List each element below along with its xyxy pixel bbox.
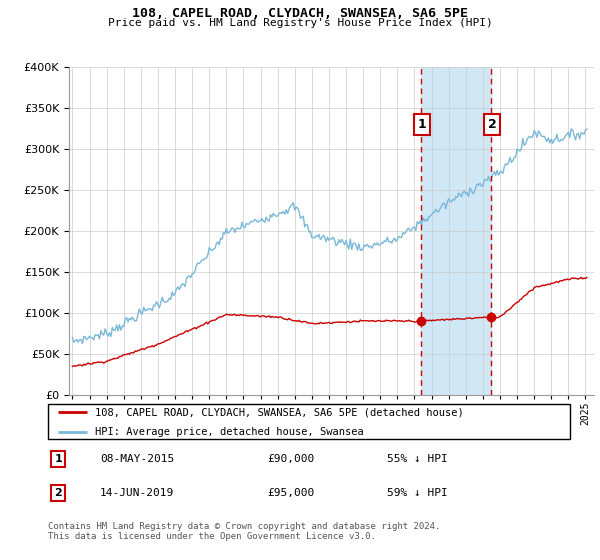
Text: Contains HM Land Registry data © Crown copyright and database right 2024.
This d: Contains HM Land Registry data © Crown c… xyxy=(48,522,440,542)
Text: 1: 1 xyxy=(55,454,62,464)
Text: 2: 2 xyxy=(488,118,497,131)
Text: 108, CAPEL ROAD, CLYDACH, SWANSEA, SA6 5PE: 108, CAPEL ROAD, CLYDACH, SWANSEA, SA6 5… xyxy=(132,7,468,20)
Text: 55% ↓ HPI: 55% ↓ HPI xyxy=(388,454,448,464)
Text: 59% ↓ HPI: 59% ↓ HPI xyxy=(388,488,448,498)
Text: 2: 2 xyxy=(55,488,62,498)
Text: 08-MAY-2015: 08-MAY-2015 xyxy=(100,454,175,464)
Text: Price paid vs. HM Land Registry's House Price Index (HPI): Price paid vs. HM Land Registry's House … xyxy=(107,18,493,28)
Text: HPI: Average price, detached house, Swansea: HPI: Average price, detached house, Swan… xyxy=(95,427,364,437)
Bar xyxy=(421,67,491,395)
Text: 108, CAPEL ROAD, CLYDACH, SWANSEA, SA6 5PE (detached house): 108, CAPEL ROAD, CLYDACH, SWANSEA, SA6 5… xyxy=(95,407,464,417)
Text: £95,000: £95,000 xyxy=(267,488,314,498)
Text: £90,000: £90,000 xyxy=(267,454,314,464)
FancyBboxPatch shape xyxy=(48,404,570,439)
Text: 14-JUN-2019: 14-JUN-2019 xyxy=(100,488,175,498)
Text: 1: 1 xyxy=(418,118,427,131)
